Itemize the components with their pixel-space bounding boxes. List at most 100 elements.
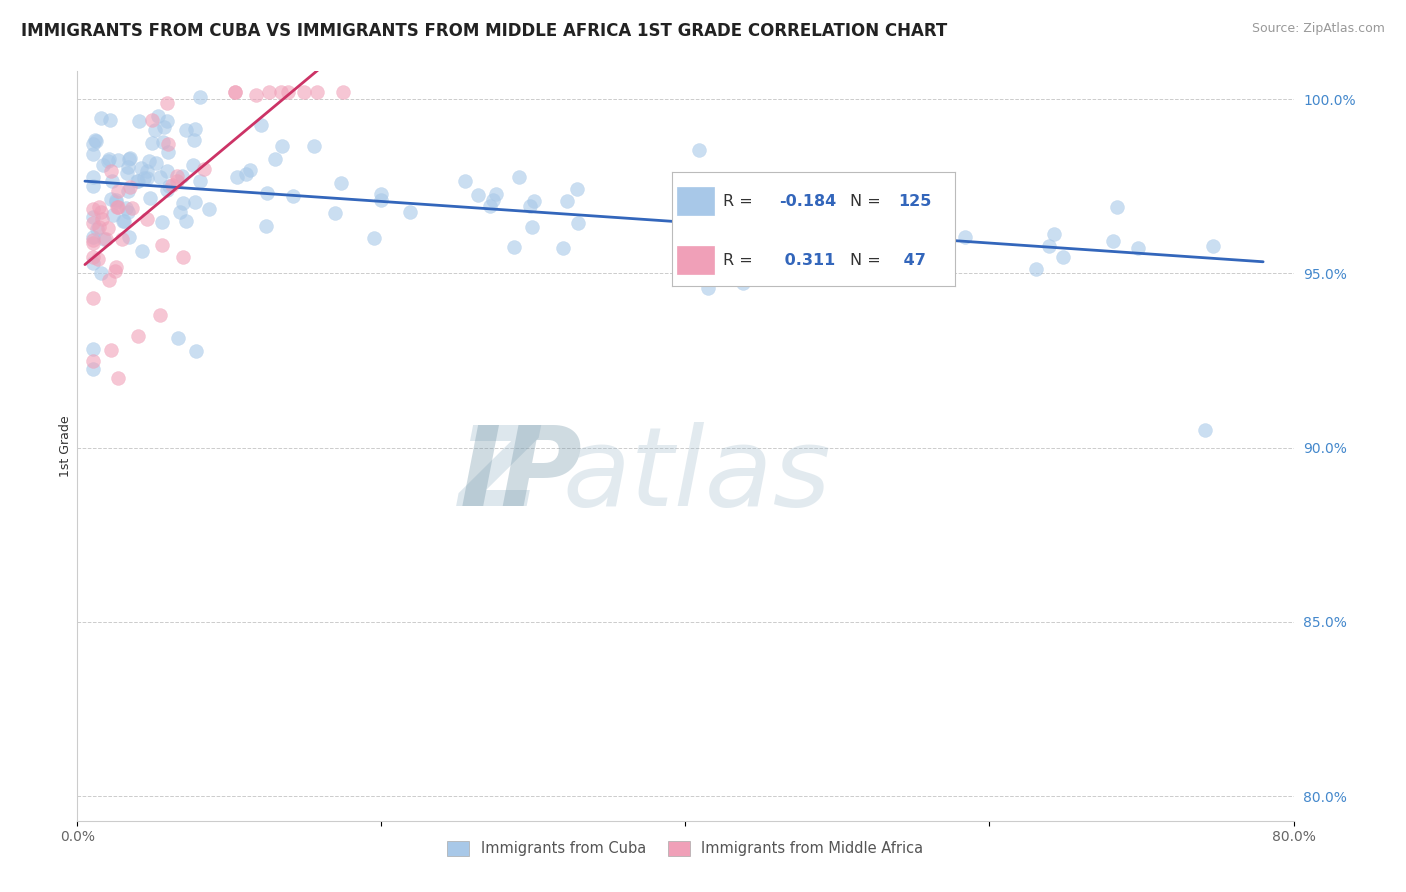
- Point: [90, 266, 112, 280]
- Point: [256, 186, 278, 200]
- Point: [305, 85, 328, 99]
- Point: [186, 344, 208, 359]
- Point: [141, 113, 163, 128]
- Point: [149, 308, 172, 322]
- Text: N =: N =: [851, 194, 886, 209]
- Point: [86, 221, 108, 235]
- Point: [127, 329, 149, 343]
- Point: [118, 229, 141, 244]
- Point: [127, 174, 149, 188]
- Point: [117, 160, 139, 174]
- Point: [157, 178, 180, 193]
- Point: [97, 220, 120, 235]
- Point: [97, 154, 120, 169]
- Point: [172, 196, 194, 211]
- Point: [1126, 241, 1149, 255]
- Point: [453, 174, 475, 188]
- Point: [129, 161, 152, 175]
- Point: [98, 153, 121, 167]
- Point: [270, 139, 292, 153]
- Point: [172, 251, 194, 265]
- Point: [1043, 227, 1066, 241]
- Point: [520, 219, 543, 234]
- Point: [131, 244, 153, 259]
- Point: [135, 164, 157, 178]
- Point: [479, 199, 502, 213]
- Point: [398, 205, 420, 219]
- Point: [170, 169, 193, 183]
- Point: [193, 161, 215, 176]
- Point: [84, 133, 107, 147]
- Point: [188, 90, 211, 104]
- Point: [174, 122, 197, 136]
- Text: IMMIGRANTS FROM CUBA VS IMMIGRANTS FROM MIDDLE AFRICA 1ST GRADE CORRELATION CHAR: IMMIGRANTS FROM CUBA VS IMMIGRANTS FROM …: [21, 22, 948, 40]
- Point: [82, 217, 104, 231]
- Point: [183, 133, 205, 147]
- Point: [107, 153, 129, 168]
- Y-axis label: 1st Grade: 1st Grade: [59, 415, 72, 477]
- Point: [551, 241, 574, 255]
- Point: [1102, 235, 1125, 249]
- Point: [107, 200, 129, 214]
- Point: [82, 255, 104, 269]
- Point: [270, 85, 292, 99]
- Point: [127, 174, 149, 188]
- Point: [263, 152, 285, 166]
- Point: [135, 171, 157, 186]
- Point: [153, 120, 176, 135]
- Text: N =: N =: [851, 252, 886, 268]
- Point: [90, 212, 112, 227]
- Point: [94, 232, 117, 246]
- Point: [893, 207, 915, 221]
- Point: [167, 331, 190, 345]
- Bar: [678, 246, 714, 274]
- Point: [162, 178, 184, 193]
- Point: [101, 174, 124, 188]
- Point: [146, 109, 169, 123]
- Point: [141, 136, 163, 150]
- Point: [370, 193, 392, 207]
- Text: R =: R =: [723, 252, 758, 268]
- Point: [224, 85, 246, 99]
- Point: [846, 205, 869, 219]
- Point: [100, 343, 122, 358]
- Point: [239, 162, 262, 177]
- Point: [292, 85, 315, 99]
- Point: [138, 153, 160, 168]
- Point: [115, 201, 138, 215]
- Point: [156, 136, 179, 151]
- Point: [89, 220, 111, 235]
- Point: [370, 187, 392, 202]
- Text: Z: Z: [458, 423, 540, 530]
- Point: [149, 170, 172, 185]
- Point: [277, 85, 299, 99]
- Point: [82, 353, 104, 368]
- Point: [134, 171, 156, 186]
- Point: [156, 182, 179, 196]
- Text: 125: 125: [898, 194, 932, 209]
- Legend: Immigrants from Cuba, Immigrants from Middle Africa: Immigrants from Cuba, Immigrants from Mi…: [441, 835, 929, 862]
- Point: [93, 232, 115, 246]
- Point: [135, 211, 157, 226]
- Point: [91, 158, 114, 172]
- Point: [82, 251, 104, 265]
- Point: [235, 167, 257, 181]
- Point: [259, 85, 281, 99]
- Point: [82, 169, 104, 184]
- Point: [224, 85, 246, 99]
- Point: [852, 230, 875, 244]
- Point: [82, 137, 104, 152]
- Point: [115, 166, 138, 180]
- Point: [1052, 250, 1074, 264]
- Point: [254, 219, 277, 233]
- Point: [250, 118, 273, 132]
- Point: [565, 182, 588, 196]
- Point: [107, 371, 129, 385]
- Point: [953, 230, 976, 244]
- Point: [100, 192, 122, 206]
- Point: [82, 229, 104, 244]
- Point: [118, 153, 141, 167]
- Point: [329, 177, 352, 191]
- Point: [731, 268, 754, 282]
- Point: [152, 135, 174, 149]
